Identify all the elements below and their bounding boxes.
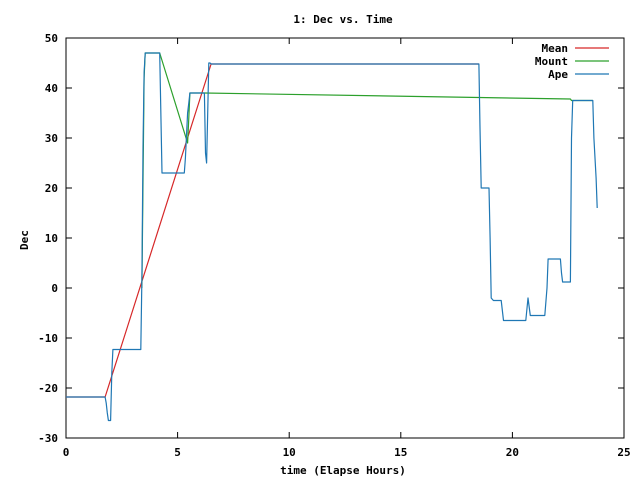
- axis-ticks: 0 5 10 15 20 25 -30 -20 -10 0 10 20 30 40 50: [38, 32, 631, 459]
- chart-title: 1: Dec vs. Time: [293, 13, 393, 26]
- series-line-mean: [66, 63, 479, 398]
- y-tick-label: 0: [51, 282, 58, 295]
- y-tick-label: 40: [45, 82, 58, 95]
- y-tick-label: -30: [38, 432, 58, 445]
- x-tick-label: 15: [394, 446, 407, 459]
- legend-label-ape: Ape: [548, 68, 568, 81]
- y-tick-label: -10: [38, 332, 58, 345]
- y-tick-label: -20: [38, 382, 58, 395]
- series-line-ape: [66, 52, 598, 422]
- x-tick-label: 5: [174, 446, 181, 459]
- legend-label-mean: Mean: [542, 42, 569, 55]
- legend-label-mount: Mount: [535, 55, 568, 68]
- y-tick-label: 10: [45, 232, 58, 245]
- x-tick-label: 25: [617, 446, 630, 459]
- x-axis-label: time (Elapse Hours): [280, 464, 406, 477]
- y-axis-label: Dec: [18, 230, 31, 250]
- series-lines: [66, 52, 598, 422]
- x-tick-label: 10: [283, 446, 296, 459]
- x-tick-label: 20: [506, 446, 519, 459]
- x-tick-label: 0: [63, 446, 70, 459]
- y-tick-label: 50: [45, 32, 58, 45]
- y-tick-label: 20: [45, 182, 58, 195]
- y-tick-label: 30: [45, 132, 58, 145]
- series-line-mount: [141, 52, 593, 289]
